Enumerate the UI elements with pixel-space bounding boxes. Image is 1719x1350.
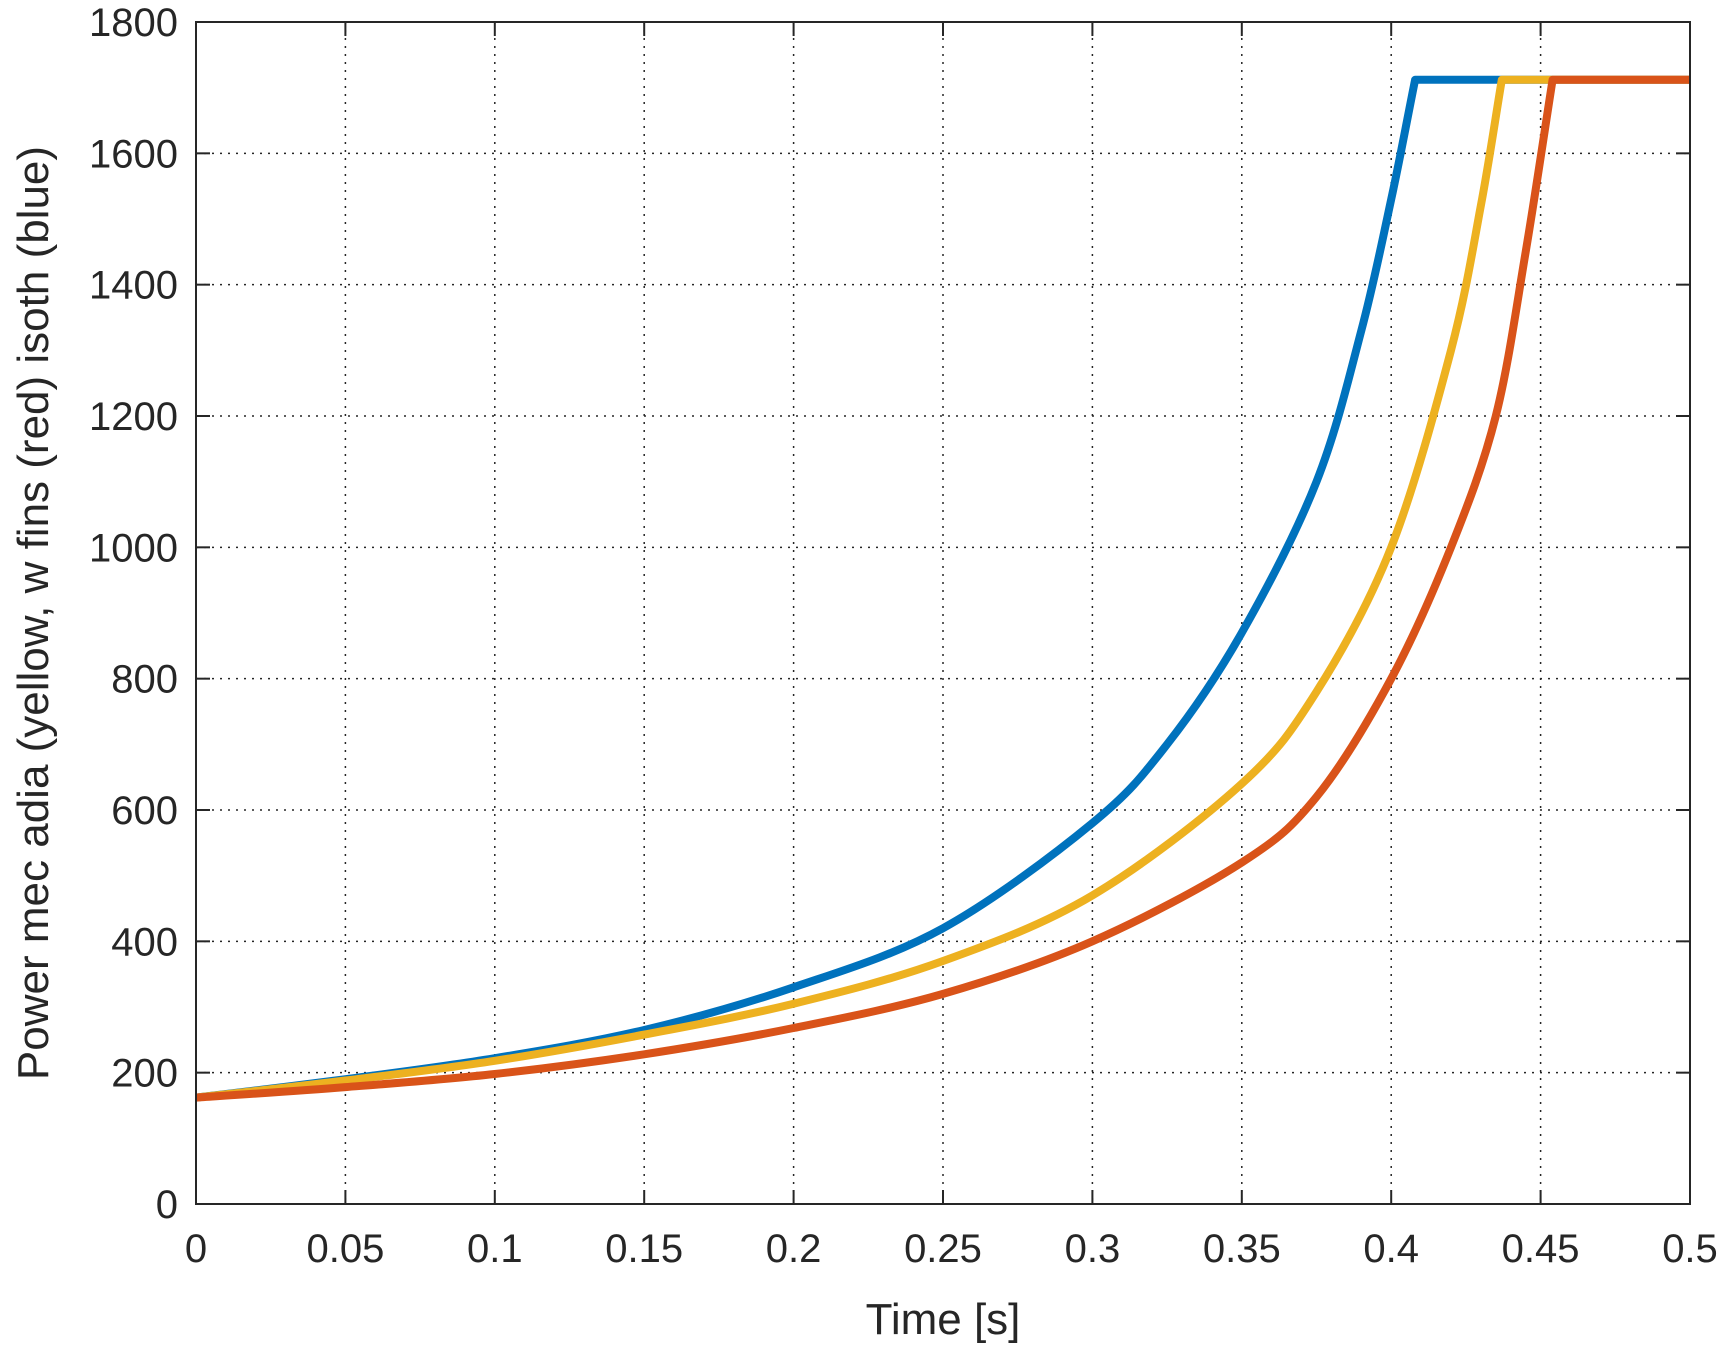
- x-tick-label: 0.45: [1502, 1227, 1580, 1271]
- y-tick-label: 1800: [89, 1, 178, 45]
- x-tick-label: 0.1: [467, 1227, 523, 1271]
- x-tick-labels: 0 0.05 0.1 0.15 0.2 0.25 0.3 0.35 0.4 0.45 0.5: [185, 1227, 1718, 1271]
- series-line-2: [195, 75, 1690, 1102]
- x-tick-label: 0.4: [1363, 1227, 1419, 1271]
- x-tick-label: 0.2: [766, 1227, 822, 1271]
- x-tick-label: 0.5: [1662, 1227, 1718, 1271]
- y-tick-labels: 0 200 400 600 800 1000 1200 1400 1600 1800: [89, 1, 178, 1227]
- x-tick-label: 0.35: [1203, 1227, 1281, 1271]
- y-tick-label: 1600: [89, 132, 178, 176]
- axis-ticks: [195, 21, 1691, 1205]
- series-lines: [195, 75, 1690, 1102]
- x-axis-title: Time [s]: [866, 1295, 1021, 1344]
- y-tick-label: 400: [111, 920, 178, 964]
- y-axis-title: Power mec adia (yellow, w fins (red) iso…: [9, 146, 58, 1080]
- x-tick-label: 0.25: [904, 1227, 982, 1271]
- y-tick-label: 0: [156, 1183, 178, 1227]
- y-tick-label: 600: [111, 789, 178, 833]
- y-tick-label: 1400: [89, 264, 178, 308]
- y-tick-label: 1200: [89, 395, 178, 439]
- y-tick-label: 200: [111, 1052, 178, 1096]
- x-tick-label: 0: [185, 1227, 207, 1271]
- x-tick-label: 0.15: [605, 1227, 683, 1271]
- y-tick-label: 800: [111, 658, 178, 702]
- series-line-3: [195, 75, 1690, 1102]
- x-tick-label: 0.3: [1065, 1227, 1121, 1271]
- x-tick-label: 0.05: [306, 1227, 384, 1271]
- y-tick-label: 1000: [89, 526, 178, 570]
